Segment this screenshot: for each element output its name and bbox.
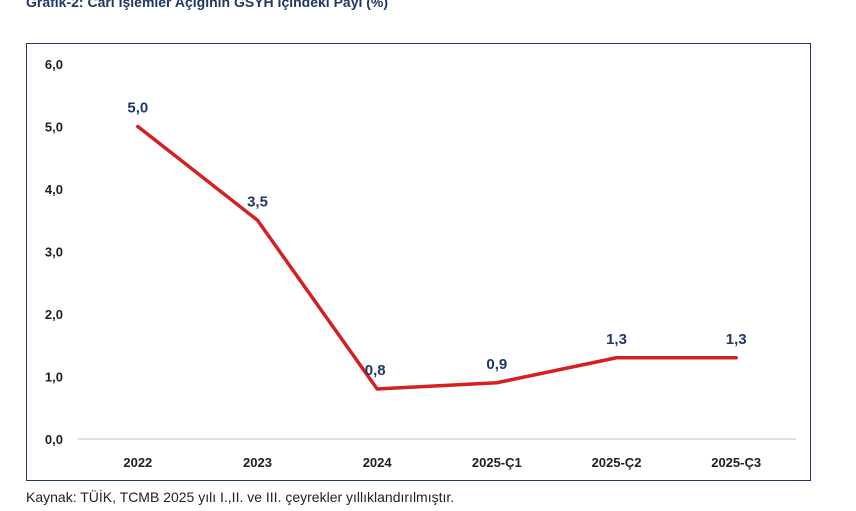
data-label: 1,3: [726, 331, 747, 348]
y-tick-label: 1,0: [45, 370, 63, 385]
line-chart: 0,0 1,0 2,0 3,0 4,0 5,0 6,0 2022 2023 2024 2025-Ç…: [45, 57, 796, 470]
data-label: 0,8: [365, 362, 386, 379]
data-label: 5,0: [127, 100, 148, 117]
x-axis-ticks: 2022 2023 2024 2025-Ç1 2025-Ç2 2025-Ç3: [123, 455, 761, 470]
data-point: [495, 381, 499, 385]
y-tick-label: 4,0: [45, 182, 63, 197]
data-label: 0,9: [486, 356, 507, 373]
y-tick-label: 2,0: [45, 307, 63, 322]
data-point: [375, 387, 379, 391]
series-line: [136, 124, 738, 391]
x-tick-label: 2022: [123, 455, 152, 470]
source-note: Kaynak: TÜİK, TCMB 2025 yılı I.,II. ve I…: [26, 489, 455, 505]
x-tick-label: 2023: [243, 455, 272, 470]
chart-frame: [26, 43, 811, 481]
data-point: [615, 356, 618, 360]
data-label: 1,3: [606, 331, 627, 348]
x-tick-label: 2025-Ç1: [472, 455, 522, 470]
x-tick-label: 2024: [363, 455, 393, 470]
data-point: [256, 218, 259, 222]
y-tick-label: 3,0: [45, 245, 63, 260]
series-group: [136, 124, 738, 391]
data-point: [734, 356, 738, 360]
x-tick-label: 2025-Ç2: [592, 455, 642, 470]
x-tick-label: 2025-Ç3: [711, 455, 761, 470]
chart-title: Grafik-2: Cari İşlemler Açığının GSYH İç…: [26, 0, 389, 10]
y-tick-label: 6,0: [45, 57, 63, 72]
y-tick-label: 5,0: [45, 120, 63, 135]
data-label: 3,5: [247, 193, 268, 210]
data-labels: 5,0 3,5 0,8 0,9 1,3 1,3: [127, 100, 746, 380]
y-axis-ticks: 0,0 1,0 2,0 3,0 4,0 5,0 6,0: [45, 57, 63, 447]
y-tick-label: 0,0: [45, 432, 63, 447]
data-point: [136, 125, 140, 128]
